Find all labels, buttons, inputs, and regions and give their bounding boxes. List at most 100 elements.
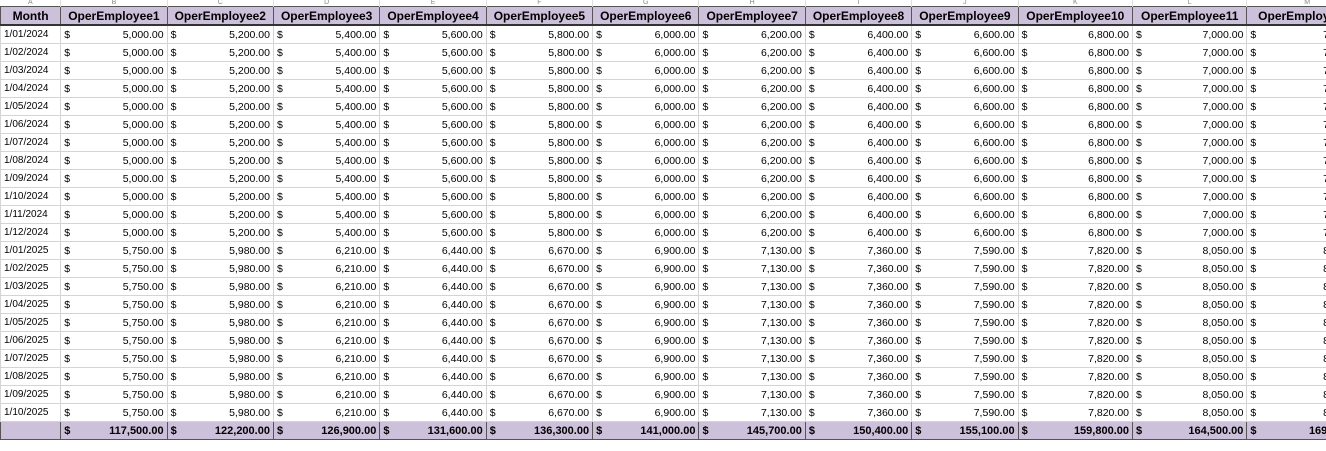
value-cell[interactable]: $7,820.00 — [1017, 295, 1134, 314]
value-cell[interactable]: $6,210.00 — [272, 403, 381, 422]
value-cell[interactable]: $5,400.00 — [272, 97, 381, 116]
total-label-cell[interactable] — [0, 421, 62, 440]
value-cell[interactable]: $5,980.00 — [166, 349, 274, 368]
date-cell[interactable]: 1/04/2025 — [0, 295, 62, 314]
value-cell[interactable]: $6,000.00 — [592, 133, 700, 152]
value-cell[interactable]: $6,600.00 — [911, 79, 1019, 98]
date-cell[interactable]: 1/07/2024 — [0, 133, 62, 152]
value-cell[interactable]: $6,800.00 — [1017, 205, 1134, 224]
value-cell[interactable]: $6,200.00 — [698, 133, 806, 152]
value-cell[interactable]: $6,600.00 — [911, 151, 1019, 170]
value-cell[interactable]: $5,800.00 — [485, 133, 594, 152]
value-cell[interactable]: $6,600.00 — [911, 115, 1019, 134]
value-cell[interactable]: $7,360.00 — [804, 349, 913, 368]
date-cell[interactable]: 1/06/2024 — [0, 115, 62, 134]
date-cell[interactable]: 1/10/2025 — [0, 403, 62, 422]
date-cell[interactable]: 1/09/2024 — [0, 169, 62, 188]
value-cell[interactable]: $5,980.00 — [166, 385, 274, 404]
value-cell[interactable]: $5,000.00 — [60, 97, 168, 116]
value-cell[interactable]: $6,200.00 — [698, 223, 806, 242]
value-cell[interactable]: $8,280.00 — [1246, 331, 1326, 350]
value-cell[interactable]: $5,600.00 — [379, 169, 487, 188]
value-cell[interactable]: $6,210.00 — [272, 331, 381, 350]
column-letter[interactable]: I — [805, 0, 913, 7]
header-cell[interactable]: OperEmployee9 — [911, 6, 1019, 26]
value-cell[interactable]: $5,400.00 — [272, 79, 381, 98]
value-cell[interactable]: $8,280.00 — [1246, 403, 1326, 422]
value-cell[interactable]: $6,600.00 — [911, 61, 1019, 80]
value-cell[interactable]: $5,000.00 — [60, 61, 168, 80]
value-cell[interactable]: $5,750.00 — [60, 313, 168, 332]
date-cell[interactable]: 1/07/2025 — [0, 349, 62, 368]
column-letter[interactable]: D — [273, 0, 381, 7]
value-cell[interactable]: $5,980.00 — [166, 367, 274, 386]
value-cell[interactable]: $6,600.00 — [911, 169, 1019, 188]
date-cell[interactable]: 1/08/2025 — [0, 367, 62, 386]
value-cell[interactable]: $6,900.00 — [592, 295, 700, 314]
value-cell[interactable]: $7,130.00 — [698, 385, 806, 404]
value-cell[interactable]: $6,400.00 — [804, 24, 913, 44]
value-cell[interactable]: $6,600.00 — [911, 205, 1019, 224]
value-cell[interactable]: $6,440.00 — [379, 331, 487, 350]
value-cell[interactable]: $5,800.00 — [485, 61, 594, 80]
value-cell[interactable]: $6,670.00 — [485, 349, 594, 368]
value-cell[interactable]: $6,800.00 — [1017, 169, 1134, 188]
value-cell[interactable]: $7,000.00 — [1131, 205, 1248, 224]
value-cell[interactable]: $6,200.00 — [698, 169, 806, 188]
value-cell[interactable]: $6,670.00 — [485, 295, 594, 314]
value-cell[interactable]: $7,590.00 — [911, 259, 1019, 278]
value-cell[interactable]: $5,400.00 — [272, 115, 381, 134]
value-cell[interactable]: $6,670.00 — [485, 385, 594, 404]
value-cell[interactable]: $5,200.00 — [166, 151, 274, 170]
value-cell[interactable]: $6,000.00 — [592, 205, 700, 224]
value-cell[interactable]: $6,000.00 — [592, 115, 700, 134]
value-cell[interactable]: $6,000.00 — [592, 97, 700, 116]
value-cell[interactable]: $6,900.00 — [592, 313, 700, 332]
value-cell[interactable]: $6,900.00 — [592, 385, 700, 404]
value-cell[interactable]: $7,200.00 — [1246, 115, 1326, 134]
value-cell[interactable]: $6,000.00 — [592, 43, 700, 62]
value-cell[interactable]: $6,440.00 — [379, 241, 487, 260]
value-cell[interactable]: $5,800.00 — [485, 24, 594, 44]
value-cell[interactable]: $8,050.00 — [1131, 403, 1248, 422]
value-cell[interactable]: $6,440.00 — [379, 385, 487, 404]
total-cell[interactable]: $136,300.00 — [485, 421, 594, 440]
value-cell[interactable]: $5,980.00 — [166, 403, 274, 422]
value-cell[interactable]: $5,980.00 — [166, 277, 274, 296]
date-cell[interactable]: 1/05/2024 — [0, 97, 62, 116]
value-cell[interactable]: $5,000.00 — [60, 24, 168, 44]
value-cell[interactable]: $7,360.00 — [804, 403, 913, 422]
header-cell[interactable]: OperEmployee12 — [1246, 6, 1326, 26]
value-cell[interactable]: $6,400.00 — [804, 115, 913, 134]
column-letter[interactable]: H — [698, 0, 806, 7]
value-cell[interactable]: $7,360.00 — [804, 385, 913, 404]
header-cell[interactable]: OperEmployee6 — [592, 6, 700, 26]
value-cell[interactable]: $5,000.00 — [60, 43, 168, 62]
column-letter[interactable]: B — [60, 0, 168, 7]
value-cell[interactable]: $5,800.00 — [485, 169, 594, 188]
header-cell[interactable]: OperEmployee10 — [1017, 6, 1134, 26]
value-cell[interactable]: $7,360.00 — [804, 241, 913, 260]
value-cell[interactable]: $6,800.00 — [1017, 24, 1134, 44]
header-cell[interactable]: OperEmployee1 — [60, 6, 168, 26]
total-cell[interactable]: $150,400.00 — [804, 421, 913, 440]
value-cell[interactable]: $5,600.00 — [379, 187, 487, 206]
value-cell[interactable]: $6,200.00 — [698, 79, 806, 98]
value-cell[interactable]: $7,200.00 — [1246, 97, 1326, 116]
value-cell[interactable]: $5,200.00 — [166, 187, 274, 206]
date-cell[interactable]: 1/06/2025 — [0, 331, 62, 350]
total-cell[interactable]: $126,900.00 — [272, 421, 381, 440]
value-cell[interactable]: $5,400.00 — [272, 43, 381, 62]
value-cell[interactable]: $6,900.00 — [592, 277, 700, 296]
value-cell[interactable]: $7,000.00 — [1131, 133, 1248, 152]
value-cell[interactable]: $7,590.00 — [911, 349, 1019, 368]
value-cell[interactable]: $5,750.00 — [60, 241, 168, 260]
value-cell[interactable]: $7,200.00 — [1246, 133, 1326, 152]
value-cell[interactable]: $6,400.00 — [804, 43, 913, 62]
value-cell[interactable]: $7,130.00 — [698, 349, 806, 368]
value-cell[interactable]: $7,590.00 — [911, 385, 1019, 404]
value-cell[interactable]: $7,590.00 — [911, 331, 1019, 350]
value-cell[interactable]: $6,440.00 — [379, 295, 487, 314]
value-cell[interactable]: $6,600.00 — [911, 133, 1019, 152]
value-cell[interactable]: $6,210.00 — [272, 295, 381, 314]
